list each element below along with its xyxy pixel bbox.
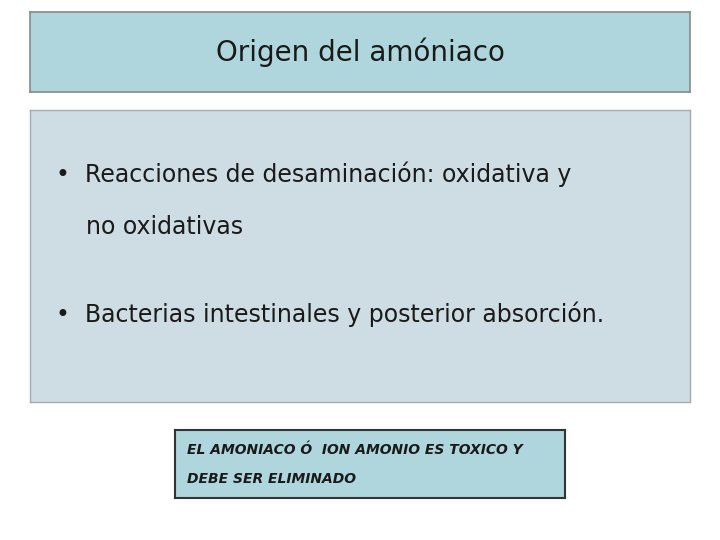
Text: Origen del amóniaco: Origen del amóniaco	[215, 37, 505, 67]
Text: •  Bacterias intestinales y posterior absorción.: • Bacterias intestinales y posterior abs…	[56, 302, 605, 327]
Text: DEBE SER ELIMINADO: DEBE SER ELIMINADO	[186, 472, 356, 486]
Text: EL AMONIACO Ó  ION AMONIO ES TOXICO Y: EL AMONIACO Ó ION AMONIO ES TOXICO Y	[186, 443, 522, 457]
Text: •  Reacciones de desaminación: oxidativa y: • Reacciones de desaminación: oxidativa …	[56, 161, 572, 187]
Text: no oxidativas: no oxidativas	[86, 215, 243, 239]
